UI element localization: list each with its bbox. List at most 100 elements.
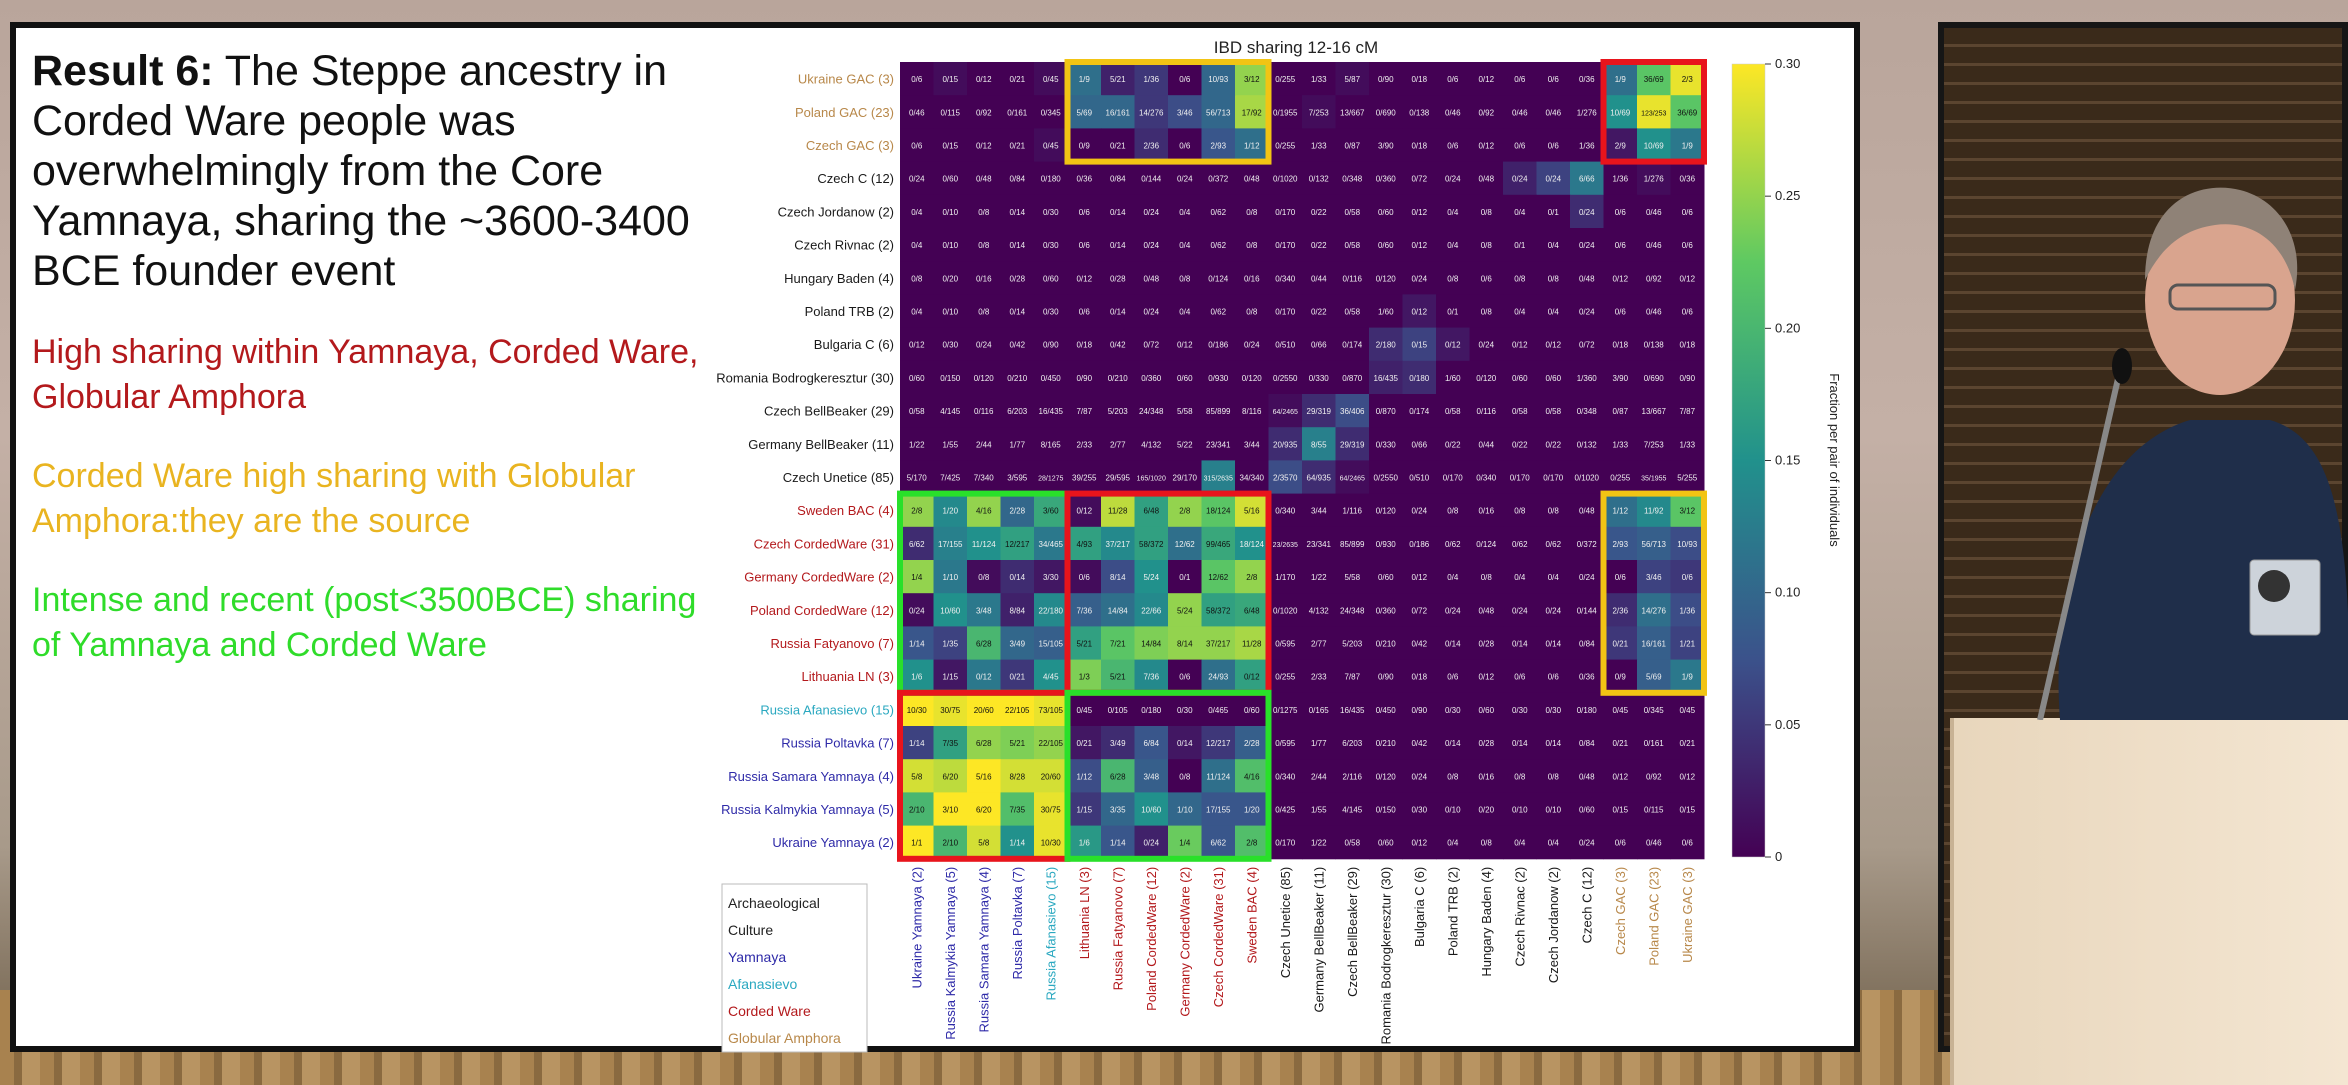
cell-value-label: 0/16 xyxy=(1478,772,1494,781)
heatmap-cell xyxy=(1168,726,1202,760)
heatmap-cell xyxy=(1503,825,1537,860)
cell-value-label: 0/24 xyxy=(976,341,992,350)
heatmap-cell xyxy=(1201,228,1236,262)
column-label: Ukraine Yamnaya (2) xyxy=(910,867,925,989)
cell-value-label: 0/12 xyxy=(1244,673,1260,682)
heatmap-cell xyxy=(933,294,968,329)
cell-value-label: 0/22 xyxy=(1311,308,1327,317)
heatmap-cell xyxy=(1268,792,1303,827)
column-label: Poland CordedWare (12) xyxy=(1144,867,1159,1011)
heatmap-cell xyxy=(1503,659,1537,694)
heatmap-cell xyxy=(1302,327,1336,362)
heatmap-cell xyxy=(1369,526,1403,561)
heatmap-cell xyxy=(900,692,934,727)
heatmap-cell xyxy=(1268,62,1303,96)
cell-value-label: 0/360 xyxy=(1141,374,1162,383)
cell-value-label: 0/36 xyxy=(1579,75,1595,84)
heatmap-cell xyxy=(1302,194,1336,229)
cell-value-label: 0/58 xyxy=(1344,308,1360,317)
heatmap-cell xyxy=(1536,427,1571,461)
cell-value-label: 7/21 xyxy=(1110,640,1126,649)
heatmap-cell xyxy=(1000,327,1035,362)
cell-value-label: 1/15 xyxy=(1076,806,1092,815)
cell-value-label: 0/8 xyxy=(1481,241,1493,250)
heatmap-cell xyxy=(1101,659,1135,694)
cell-value-label: 0/6 xyxy=(1514,75,1526,84)
cell-value-label: 24/348 xyxy=(1340,606,1365,615)
cell-value-label: 0/16 xyxy=(976,274,992,283)
heatmap-cell xyxy=(1302,394,1336,428)
cell-value-label: 0/16 xyxy=(1478,507,1494,516)
cell-value-label: 0/180 xyxy=(1409,374,1430,383)
cell-value-label: 5/58 xyxy=(1177,407,1193,416)
heatmap-cell xyxy=(1201,194,1236,229)
heatmap-cell xyxy=(1436,460,1470,495)
heatmap-cell xyxy=(1034,128,1068,163)
colorbar-tick-label: 0.10 xyxy=(1775,585,1800,600)
heatmap-cell xyxy=(1603,261,1638,295)
cell-value-label: 0/48 xyxy=(1478,606,1494,615)
heatmap-cell xyxy=(1536,327,1571,362)
heatmap-cell xyxy=(1335,327,1370,362)
heatmap-cell xyxy=(1067,626,1102,661)
cell-value-label: 5/21 xyxy=(1076,640,1092,649)
cell-value-label: 0/6 xyxy=(1548,75,1560,84)
row-label: Ukraine Yamnaya (2) xyxy=(772,835,894,850)
heatmap-cell xyxy=(1034,194,1068,229)
cell-value-label: 0/21 xyxy=(1009,673,1025,682)
cell-value-label: 0/450 xyxy=(1041,374,1062,383)
heatmap-cell xyxy=(1402,493,1437,528)
cell-value-label: 0/14 xyxy=(1545,739,1561,748)
cell-value-label: 0/18 xyxy=(1679,341,1695,350)
row-label: Czech Unetice (85) xyxy=(783,470,894,485)
cell-value-label: 2/44 xyxy=(976,440,992,449)
cell-value-label: 0/186 xyxy=(1409,540,1430,549)
cell-value-label: 1/15 xyxy=(942,673,958,682)
heatmap-cell xyxy=(967,327,1001,362)
cell-value-label: 0/120 xyxy=(1376,772,1397,781)
heatmap-cell xyxy=(1503,692,1537,727)
heatmap-cell xyxy=(1603,360,1638,395)
heatmap-cell xyxy=(967,759,1001,793)
heatmap-cell xyxy=(1268,394,1303,428)
cell-value-label: 0/12 xyxy=(1411,839,1427,848)
heatmap-cell xyxy=(1268,261,1303,295)
heatmap-cell xyxy=(1503,294,1537,329)
cell-value-label: 1/276 xyxy=(1644,175,1665,184)
heatmap-cell xyxy=(933,759,968,793)
cell-value-label: 0/14 xyxy=(1110,208,1126,217)
cell-value-label: 0/120 xyxy=(1242,374,1263,383)
heatmap-cell xyxy=(1637,327,1671,362)
row-label: Poland GAC (23) xyxy=(795,105,894,120)
cell-value-label: 0/18 xyxy=(1411,673,1427,682)
cell-value-label: 7/36 xyxy=(1076,606,1092,615)
heatmap-cell xyxy=(1436,526,1470,561)
heatmap-cell xyxy=(1000,526,1035,561)
cell-value-label: 0/24 xyxy=(1512,175,1528,184)
cell-value-label: 1/14 xyxy=(909,640,925,649)
cell-value-label: 1/14 xyxy=(1009,839,1025,848)
heatmap-cell xyxy=(1134,626,1169,661)
cell-value-label: 0/8 xyxy=(1514,772,1526,781)
cell-value-label: 0/120 xyxy=(1376,507,1397,516)
heatmap-cell xyxy=(1436,825,1470,860)
cell-value-label: 0/14 xyxy=(1545,640,1561,649)
column-label: Ukraine GAC (3) xyxy=(1680,867,1695,963)
heatmap-cell xyxy=(1067,62,1102,96)
cell-value-label: 0/870 xyxy=(1376,407,1397,416)
heatmap-cell xyxy=(1469,792,1504,827)
heatmap-cell xyxy=(1134,726,1169,760)
heatmap-cell xyxy=(1503,792,1537,827)
heatmap-cell xyxy=(1034,726,1068,760)
heatmap-cell xyxy=(1101,626,1135,661)
heatmap-cell xyxy=(1469,526,1504,561)
column-label: Czech Jordanow (2) xyxy=(1546,867,1561,983)
cell-value-label: 0/46 xyxy=(1646,308,1662,317)
cell-value-label: 1/55 xyxy=(942,440,958,449)
heatmap-cell xyxy=(1302,128,1336,163)
heatmap-cell xyxy=(1603,161,1638,196)
heatmap-cell xyxy=(1268,327,1303,362)
cell-value-label: 1/4 xyxy=(1179,839,1191,848)
heatmap-cell xyxy=(1168,825,1202,860)
heatmap-cell xyxy=(1603,526,1638,561)
